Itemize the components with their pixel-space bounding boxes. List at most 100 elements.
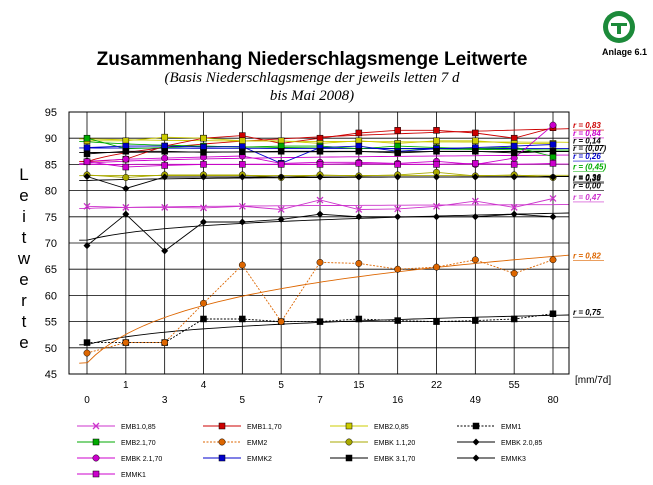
data-point [433,137,440,145]
data-point [355,129,363,137]
data-point [510,173,518,181]
data-point [510,315,518,323]
data-point [472,317,479,324]
correlation-label: r = 0,75 [573,308,601,317]
legend-label: EMM1 [501,424,521,431]
y-tick-label: 90 [45,133,57,145]
data-point [161,154,169,162]
correlation-label: r = 0,84 [573,129,601,138]
data-point [394,127,401,134]
correlation-label: r = 0,14 [573,136,601,145]
data-point [394,161,401,168]
data-point [218,438,226,446]
data-point [161,133,168,141]
x-tick-label: 7 [317,395,323,406]
correlation-label: r = 0,26 [573,152,601,161]
data-point [277,148,285,155]
trend-line [79,212,569,241]
data-point [549,256,557,264]
data-point [122,163,130,171]
y-axis-label-letter: t [22,312,27,331]
data-point [277,206,285,213]
data-point [472,129,479,137]
legend-label: EMB2.0,85 [374,424,409,431]
data-point [83,349,91,357]
data-point [218,454,226,462]
correlation-label: r = 0,38 [573,174,601,183]
x-tick-label: 16 [392,395,404,406]
data-point [471,197,479,205]
x-tick-label: 55 [509,380,521,391]
legend-entry: EMM2 [203,438,267,447]
data-point [83,339,91,346]
data-point [316,318,324,325]
chart-subtitle-line-2: bis Mai 2008) [270,88,354,104]
y-axis-label-letter: t [22,228,27,247]
x-tick-label: 0 [84,395,90,406]
x-tick-label: 5 [278,380,284,391]
data-point [355,160,363,167]
data-point [433,202,440,210]
data-point [345,454,353,462]
data-point [200,315,207,323]
data-point [83,202,91,210]
correlation-label: r = 0,47 [573,193,601,202]
data-point [161,148,168,155]
data-point [92,454,100,462]
data-point [83,242,91,250]
data-point [122,210,130,218]
data-point [200,134,207,142]
legend-entry: EMMK2 [203,454,272,463]
y-axis-label-letter: e [19,186,28,205]
data-point [549,195,557,202]
data-point [549,310,557,317]
y-tick-label: 95 [45,107,57,119]
data-point [472,137,479,145]
x-tick-label: 80 [547,395,559,406]
series-group [83,195,557,213]
data-point [161,339,169,347]
correlation-label: r = 0,36 [573,173,601,182]
data-point [510,210,518,218]
data-point [83,158,91,166]
data-point [277,318,285,326]
data-point [471,256,479,264]
data-point [83,150,91,158]
y-tick-label: 85 [45,159,57,171]
data-point [92,422,100,430]
data-point [316,161,324,168]
series-group [83,148,557,158]
data-point [316,173,324,181]
data-point [200,161,207,168]
data-point [471,173,479,181]
legend-label: EMB1.1,70 [247,424,282,431]
data-point [433,173,440,181]
data-point [472,454,480,462]
trend-line [79,154,569,164]
x-tick-label: 4 [201,380,207,391]
chart-title: Zusammenhang Niederschlagsmenge Leitwert… [97,49,528,70]
data-point [316,210,324,218]
data-point [355,213,363,221]
y-axis-label-letter: e [19,333,28,352]
data-point [238,173,246,181]
y-axis-label-letter: e [19,270,28,289]
data-point [549,213,557,221]
trend-line [79,254,569,364]
data-point [510,161,518,168]
data-point [433,127,440,134]
legend-entry: EMBK 3.1,70 [330,454,415,463]
data-point [472,438,480,446]
data-point [394,317,401,324]
data-point [394,173,402,181]
data-point [161,203,169,211]
x-tick-label: 3 [162,395,168,406]
y-axis-ticks: 45 50 55 60 65 70 75 80 85 90 95 [45,107,57,381]
data-point [277,161,285,168]
series-group [83,210,557,255]
data-point [472,160,479,167]
data-point [239,315,246,323]
legend-label: EMBK 1.1,20 [374,440,415,447]
